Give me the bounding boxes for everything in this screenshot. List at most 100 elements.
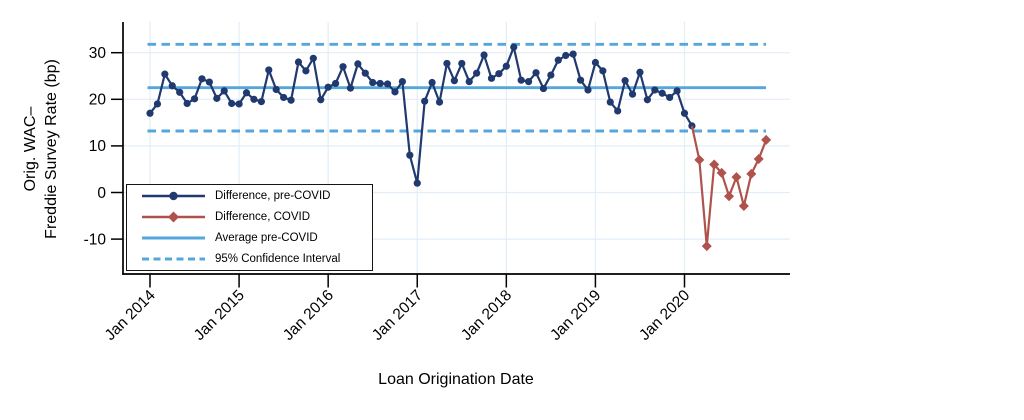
pre-covid-marker bbox=[666, 93, 674, 102]
pre-covid-marker bbox=[383, 80, 392, 88]
pre-covid-marker bbox=[502, 62, 510, 70]
legend-item-pre-covid: Difference, pre-COVID bbox=[127, 186, 372, 206]
pre-covid-marker bbox=[391, 88, 399, 96]
pre-covid-marker bbox=[376, 79, 384, 88]
pre-covid-marker bbox=[458, 59, 466, 68]
pre-covid-marker bbox=[628, 90, 637, 98]
x-tick-label: Jan 2018 bbox=[458, 287, 515, 344]
confidence-interval-dashed-line-icon bbox=[142, 257, 205, 261]
covid-marker bbox=[746, 168, 757, 179]
pre-covid-marker bbox=[584, 86, 592, 94]
pre-covid-marker bbox=[257, 98, 265, 106]
pre-covid-marker bbox=[651, 86, 659, 94]
y-axis-title-line1: Orig. WAC– bbox=[21, 106, 39, 192]
pre-covid-marker bbox=[606, 98, 614, 106]
pre-covid-marker bbox=[354, 60, 362, 68]
covid-marker bbox=[724, 191, 735, 202]
pre-covid-marker bbox=[539, 84, 548, 93]
x-tick-label: Jan 2017 bbox=[369, 287, 426, 344]
covid-marker bbox=[716, 167, 727, 178]
pre-covid-marker bbox=[205, 78, 213, 86]
pre-covid-marker bbox=[473, 69, 481, 77]
confidence-interval-lines bbox=[147, 42, 766, 133]
pre-covid-marker bbox=[302, 67, 310, 75]
pre-covid-marker bbox=[421, 97, 429, 105]
covid-marker bbox=[731, 172, 742, 183]
pre-covid-marker bbox=[450, 77, 458, 85]
y-tick-label: 30 bbox=[89, 45, 107, 62]
x-tick-label: Jan 2019 bbox=[547, 287, 604, 344]
x-axis-title: Loan Origination Date bbox=[378, 371, 534, 388]
legend-label: Difference, pre-COVID bbox=[215, 190, 331, 202]
covid-marker bbox=[694, 154, 705, 165]
pre-covid-marker bbox=[398, 77, 407, 86]
pre-covid-marker bbox=[673, 87, 681, 95]
pre-covid-marker bbox=[161, 70, 169, 78]
x-tick-label: Jan 2014 bbox=[102, 287, 159, 344]
covid-marker bbox=[753, 153, 764, 164]
x-tick-label: Jan 2016 bbox=[280, 287, 337, 344]
pre-covid-marker bbox=[183, 99, 191, 108]
pre-covid-marker bbox=[621, 77, 629, 85]
y-axis-title-line2: Freddie Survey Rate (bp) bbox=[43, 59, 60, 239]
pre-covid-marker bbox=[406, 151, 414, 159]
pre-covid-marker bbox=[153, 100, 162, 108]
legend-circle-marker bbox=[169, 191, 178, 201]
pre-covid-series bbox=[146, 43, 696, 187]
pre-covid-marker bbox=[517, 76, 525, 84]
legend-item-average: Average pre-COVID bbox=[127, 228, 372, 248]
legend-diamond-marker bbox=[168, 211, 179, 223]
pre-covid-marker bbox=[235, 100, 243, 108]
covid-series bbox=[690, 125, 772, 252]
pre-covid-marker bbox=[190, 95, 199, 103]
pre-covid-marker bbox=[532, 69, 540, 77]
pre-covid-marker bbox=[680, 109, 689, 117]
pre-covid-marker bbox=[331, 79, 340, 88]
pre-covid-marker bbox=[317, 96, 325, 104]
pre-covid-marker bbox=[220, 87, 228, 95]
pre-covid-marker bbox=[495, 70, 503, 78]
pre-covid-marker bbox=[265, 66, 273, 74]
pre-covid-marker bbox=[465, 77, 473, 86]
legend-label: Average pre-COVID bbox=[215, 232, 318, 244]
pre-covid-marker bbox=[614, 107, 622, 115]
y-tick-label: -10 bbox=[84, 231, 107, 248]
legend-label: Difference, COVID bbox=[215, 211, 311, 223]
y-tick-label: 0 bbox=[97, 185, 106, 202]
y-tick-label: 20 bbox=[89, 92, 107, 109]
pre-covid-marker bbox=[287, 96, 295, 104]
pre-covid-marker bbox=[547, 71, 555, 79]
legend-item-confidence-interval: 95% Confidence Interval bbox=[127, 249, 372, 269]
pre-covid-marker bbox=[146, 109, 154, 117]
covid-line bbox=[690, 125, 768, 248]
pre-covid-marker bbox=[280, 93, 288, 102]
pre-covid-marker bbox=[339, 63, 347, 71]
pre-covid-marker bbox=[369, 78, 377, 87]
pre-covid-marker bbox=[213, 94, 221, 102]
covid-marker bbox=[701, 241, 712, 252]
pre-covid-line-circle-icon bbox=[142, 191, 205, 201]
pre-covid-marker bbox=[198, 75, 206, 83]
pre-covid-marker bbox=[599, 67, 607, 75]
pre-covid-marker bbox=[228, 99, 236, 108]
pre-covid-marker bbox=[554, 56, 562, 64]
pre-covid-marker bbox=[250, 95, 258, 103]
x-tick-label: Jan 2020 bbox=[636, 287, 693, 344]
pre-covid-marker bbox=[272, 85, 280, 94]
pre-covid-marker bbox=[168, 82, 176, 90]
pre-covid-line bbox=[149, 46, 693, 185]
legend: Difference, pre-COVID Difference, COVID … bbox=[126, 184, 373, 271]
pre-covid-marker bbox=[636, 68, 644, 76]
covid-marker bbox=[709, 159, 720, 170]
pre-covid-marker bbox=[176, 88, 184, 96]
average-line-icon bbox=[142, 236, 205, 240]
x-tick-label: Jan 2015 bbox=[191, 287, 248, 344]
pre-covid-marker bbox=[435, 98, 444, 106]
pre-covid-marker bbox=[242, 89, 251, 97]
pre-covid-marker bbox=[569, 50, 577, 58]
y-axis-title: Orig. WAC– Freddie Survey Rate (bp) bbox=[20, 59, 62, 239]
pre-covid-marker bbox=[413, 179, 421, 187]
pre-covid-marker bbox=[576, 76, 585, 84]
pre-covid-marker bbox=[562, 51, 570, 60]
